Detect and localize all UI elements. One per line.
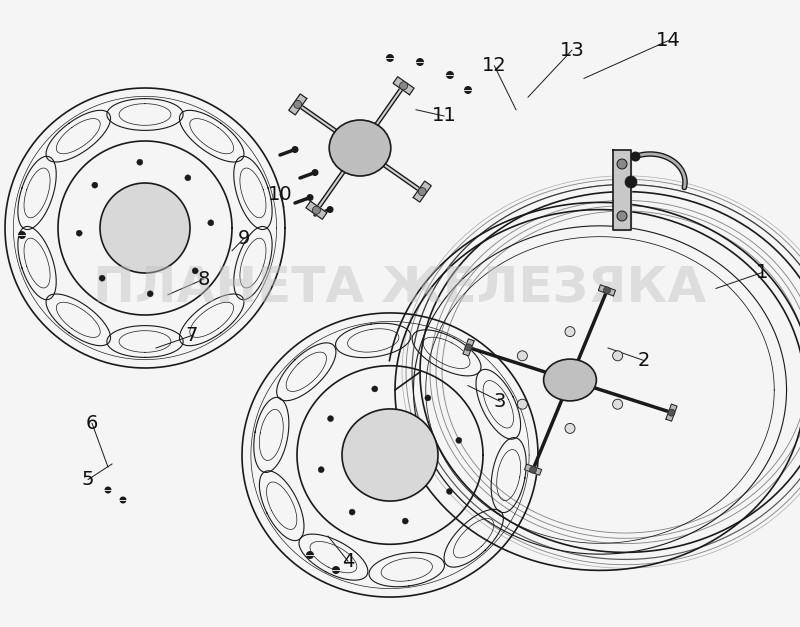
Circle shape [456,438,462,443]
Polygon shape [463,339,474,356]
Circle shape [668,409,675,416]
Circle shape [613,350,622,361]
Circle shape [313,206,321,214]
Polygon shape [525,464,542,475]
Ellipse shape [100,183,190,273]
Circle shape [617,211,627,221]
Circle shape [446,488,453,494]
Circle shape [192,268,198,274]
Polygon shape [598,285,615,296]
Circle shape [465,344,472,351]
Circle shape [386,54,394,62]
Text: ПЛАНЕТА ЖЕЛЕЗЯКА: ПЛАНЕТА ЖЕЛЕЗЯКА [94,265,706,312]
Circle shape [208,220,214,226]
Circle shape [311,169,318,176]
Circle shape [18,231,26,239]
Circle shape [617,159,627,169]
Ellipse shape [544,359,596,401]
Text: 6: 6 [86,414,98,433]
Circle shape [372,386,378,392]
Polygon shape [613,150,631,230]
Text: 14: 14 [656,31,680,50]
Text: 1: 1 [755,263,768,282]
Circle shape [92,182,98,188]
Circle shape [306,194,314,201]
Text: 11: 11 [432,107,456,125]
Circle shape [119,497,126,503]
Text: 5: 5 [82,470,94,489]
Circle shape [137,159,143,165]
Circle shape [464,86,472,94]
Circle shape [613,399,622,409]
Text: 3: 3 [494,392,506,411]
Polygon shape [306,201,327,219]
Ellipse shape [330,120,391,176]
Circle shape [399,82,407,90]
Circle shape [425,395,431,401]
Circle shape [565,327,575,337]
Circle shape [294,100,302,108]
Circle shape [332,566,340,574]
Circle shape [446,71,454,79]
Circle shape [318,466,324,473]
Ellipse shape [342,409,438,501]
Circle shape [349,509,355,515]
Circle shape [291,146,298,153]
Text: 7: 7 [186,326,198,345]
Circle shape [530,466,537,473]
Circle shape [603,287,610,294]
Circle shape [99,275,105,281]
Circle shape [630,152,641,162]
Circle shape [185,175,191,181]
Text: 8: 8 [198,270,210,288]
Circle shape [306,551,314,559]
Text: 2: 2 [638,351,650,370]
Polygon shape [393,76,414,95]
Polygon shape [666,404,677,421]
Polygon shape [414,181,431,202]
Circle shape [418,187,426,196]
Circle shape [518,399,527,409]
Circle shape [326,206,334,213]
Text: 4: 4 [342,552,354,571]
Circle shape [147,291,153,297]
Circle shape [518,350,527,361]
Polygon shape [289,94,306,115]
Text: 12: 12 [482,56,506,75]
Text: 9: 9 [238,229,250,248]
Circle shape [416,58,424,66]
Circle shape [625,176,637,188]
Text: 13: 13 [560,41,584,60]
Circle shape [402,518,408,524]
Circle shape [105,487,111,493]
Circle shape [76,230,82,236]
Circle shape [327,416,334,421]
Circle shape [565,423,575,433]
Text: 10: 10 [268,185,292,204]
